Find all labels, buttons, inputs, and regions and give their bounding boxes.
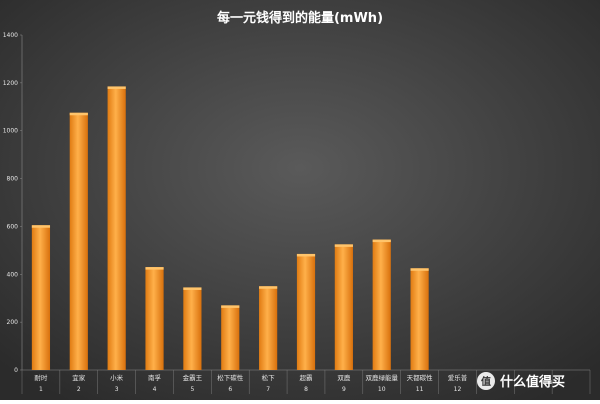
bar [296,253,316,370]
bar-top-cap [31,225,51,228]
bar-top-cap [69,112,88,116]
x-category-label: 南孚 [148,373,162,382]
bar [183,287,202,370]
bar-top-cap [259,286,278,289]
y-tick-label: 0 [14,367,18,374]
x-category-index: 12 [454,386,462,393]
x-category-label: 小米 [110,373,124,382]
bars [31,86,429,371]
x-category-index: 3 [115,386,119,393]
x-category-label: 耐时 [34,373,48,382]
bar [69,112,88,371]
bar [410,268,429,370]
bar [334,244,353,370]
y-tick-label: 200 [7,319,19,326]
x-category-label: 金霸王 [183,373,203,382]
x-category-label: 宜家 [72,373,86,382]
bar-top-cap [372,239,391,243]
bar [145,267,164,370]
bar-top-cap [334,244,353,247]
x-category-label: 松下 [262,373,276,382]
bar [259,286,278,370]
x-category-label: 松下碳性 [217,373,244,382]
bar-top-cap [183,287,202,290]
x-category-index: 9 [342,386,346,393]
x-category-label: 双鹿 [337,373,351,382]
y-tick-label: 1200 [3,80,18,87]
watermark-text: 什么值得买 [500,374,565,390]
bar-top-cap [296,253,316,257]
zhi-logo-glyph: 值 [481,375,491,388]
x-category-index: 1 [39,386,43,393]
x-category-label: 双鹿绿能量 [365,373,398,382]
bar-top-cap [107,86,126,89]
bar-top-cap [145,267,164,270]
watermark: 值 什么值得买 [477,372,565,390]
x-category-index: 11 [416,386,424,393]
bar [31,225,51,370]
bar-top-cap [410,268,429,271]
x-category-index: 8 [304,386,308,393]
y-tick-label: 1400 [3,32,18,39]
x-category-index: 6 [228,386,232,393]
bar-top-cap [221,305,240,308]
zhi-logo-icon [477,372,495,390]
x-category-label: 爱乐普 [448,373,468,382]
x-category-index: 4 [153,386,157,393]
x-category-label: 天都碳性 [407,373,434,382]
x-category-index: 10 [378,386,386,393]
bar [372,239,391,370]
category-labels: 耐时 1 宜家 2 小米 3 南孚 4 金霸王 5 松下碳性 6 松下 7 超霸 8 双鹿 9 双鹿绿能量 10 天都碳… [34,373,467,393]
x-category-index: 5 [190,386,194,393]
y-tick-label: 1000 [3,128,18,135]
bar [221,305,240,370]
x-category-label: 超霸 [300,373,313,382]
x-category-index: 7 [266,386,270,393]
y-tick-label: 800 [7,176,19,183]
y-tick-label: 600 [7,223,19,230]
bar [107,86,126,371]
y-tick-label: 400 [7,271,19,278]
x-category-index: 2 [77,386,81,393]
chart-title: 每一元钱得到的能量(mWh) [217,10,383,26]
